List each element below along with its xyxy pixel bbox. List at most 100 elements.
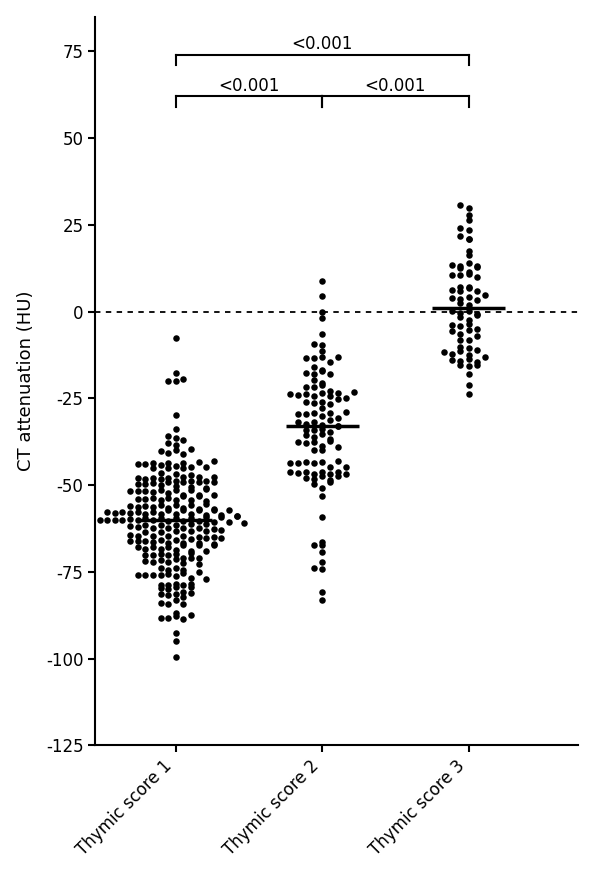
Point <box>464 214 473 228</box>
Point <box>202 508 211 522</box>
Point <box>325 406 335 420</box>
Point <box>333 392 343 406</box>
Point <box>171 634 180 648</box>
Point <box>456 296 465 310</box>
Point <box>464 378 473 392</box>
Point <box>164 563 173 577</box>
Point <box>456 259 465 273</box>
Point <box>209 470 218 484</box>
Point <box>178 520 188 534</box>
Point <box>301 465 311 479</box>
Point <box>171 430 180 444</box>
Point <box>464 280 473 294</box>
Point <box>156 484 165 498</box>
Point <box>472 328 481 343</box>
Point <box>317 465 327 479</box>
Point <box>447 353 457 367</box>
Point <box>178 456 188 470</box>
Point <box>202 524 211 538</box>
Point <box>333 455 343 469</box>
Point <box>133 505 142 519</box>
Point <box>126 534 135 548</box>
Point <box>472 293 481 307</box>
Point <box>317 510 327 524</box>
Point <box>140 554 150 568</box>
Point <box>118 505 127 519</box>
Point <box>194 488 203 502</box>
Point <box>317 427 327 441</box>
Point <box>171 484 180 498</box>
Point <box>140 471 150 485</box>
Point <box>140 484 150 498</box>
Point <box>133 491 142 505</box>
Point <box>178 371 188 385</box>
Point <box>156 507 165 521</box>
Point <box>456 261 465 275</box>
Point <box>156 478 165 492</box>
Point <box>156 492 165 506</box>
Point <box>171 609 180 623</box>
Point <box>156 512 165 526</box>
Point <box>148 513 158 527</box>
Point <box>133 484 142 498</box>
Point <box>148 477 158 491</box>
Point <box>309 477 319 491</box>
Point <box>301 423 311 437</box>
Point <box>464 313 473 327</box>
Text: <0.001: <0.001 <box>365 77 426 95</box>
Point <box>309 372 319 386</box>
Point <box>447 291 457 305</box>
Point <box>209 455 218 469</box>
Point <box>472 271 481 285</box>
Y-axis label: CT attenuation (HU): CT attenuation (HU) <box>17 291 35 471</box>
Point <box>171 474 180 488</box>
Point <box>447 304 457 318</box>
Point <box>178 611 188 625</box>
Point <box>186 507 196 521</box>
Point <box>464 248 473 262</box>
Point <box>164 529 173 543</box>
Point <box>95 512 104 526</box>
Point <box>171 569 180 583</box>
Point <box>164 535 173 549</box>
Point <box>217 508 226 522</box>
Point <box>464 298 473 312</box>
Point <box>178 567 188 581</box>
Point <box>178 585 188 599</box>
Point <box>209 488 218 502</box>
Point <box>171 507 180 521</box>
Point <box>194 538 203 552</box>
Point <box>333 350 343 364</box>
Point <box>156 596 165 610</box>
Point <box>464 265 473 279</box>
Point <box>164 486 173 500</box>
Point <box>186 586 196 600</box>
Point <box>309 406 319 420</box>
Point <box>126 498 135 512</box>
Point <box>186 468 196 482</box>
Point <box>317 421 327 435</box>
Point <box>156 444 165 458</box>
Point <box>464 367 473 381</box>
Point <box>186 460 196 474</box>
Point <box>309 367 319 381</box>
Point <box>194 502 203 516</box>
Point <box>301 350 311 364</box>
Point <box>164 476 173 490</box>
Point <box>440 345 449 359</box>
Point <box>140 477 150 491</box>
Point <box>317 585 327 599</box>
Point <box>178 501 188 515</box>
Point <box>317 376 327 390</box>
Point <box>194 556 203 570</box>
Point <box>186 480 196 494</box>
Point <box>194 551 203 565</box>
Point <box>148 456 158 470</box>
Point <box>325 467 335 481</box>
Point <box>164 520 173 534</box>
Point <box>309 456 319 470</box>
Point <box>133 457 142 471</box>
Point <box>140 492 150 506</box>
Point <box>456 310 465 324</box>
Point <box>342 461 351 475</box>
